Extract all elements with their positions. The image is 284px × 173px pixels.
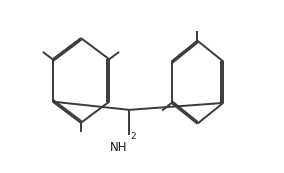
Text: NH: NH (110, 141, 128, 154)
Text: 2: 2 (131, 132, 136, 141)
